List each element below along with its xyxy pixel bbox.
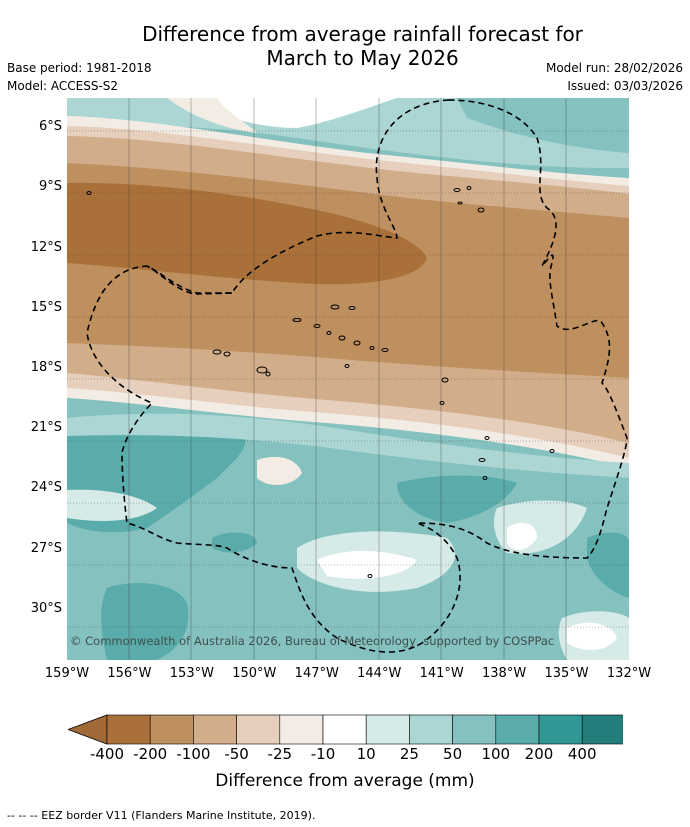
colorbar-extend-low bbox=[68, 714, 108, 745]
lon-tick-label: 153°W bbox=[169, 666, 214, 681]
south-wet-200e bbox=[212, 532, 257, 553]
colorbar-tick-label: 10 bbox=[356, 745, 376, 763]
dry-band-400 bbox=[67, 182, 427, 285]
lon-tick-label: 147°W bbox=[294, 666, 339, 681]
issued-date: Issued: 03/03/2026 bbox=[567, 79, 683, 93]
south-wet-200c bbox=[101, 583, 189, 660]
map-copyright: © Commonwealth of Australia 2026, Bureau… bbox=[70, 634, 554, 648]
model-run: Model run: 28/02/2026 bbox=[545, 61, 683, 75]
south-wet-25c bbox=[67, 489, 157, 521]
eez-footnote: -- -- -- EEZ border V11 (Flanders Marine… bbox=[7, 809, 316, 822]
lon-tick-label: 156°W bbox=[107, 666, 152, 681]
south-neutral-4 bbox=[567, 622, 617, 650]
title-line-1: Difference from average rainfall forecas… bbox=[142, 22, 583, 46]
lon-tick-label: 159°W bbox=[44, 666, 90, 681]
colorbar-tick-label: -50 bbox=[224, 745, 249, 763]
meridians bbox=[128, 98, 567, 660]
lat-tick-label: 18°S bbox=[30, 359, 62, 375]
lon-tick-label: 132°W bbox=[606, 666, 652, 681]
south-neutral-3 bbox=[257, 456, 302, 485]
colorbar-tick-label: 25 bbox=[399, 745, 419, 763]
lon-tick-label: 150°W bbox=[232, 666, 277, 681]
base-period: Base period: 1981-2018 bbox=[7, 61, 152, 75]
colorbar-segment bbox=[538, 714, 583, 745]
colorbar-segment bbox=[365, 714, 410, 745]
islands bbox=[86, 186, 555, 578]
lat-tick-label: 12°S bbox=[30, 239, 62, 255]
title-line-2: March to May 2026 bbox=[266, 46, 459, 70]
north-light bbox=[167, 98, 257, 133]
rainfall-map: © Commonwealth of Australia 2026, Bureau… bbox=[67, 98, 629, 660]
meta-left: Base period: 1981-2018 Model: ACCESS-S2 bbox=[7, 59, 152, 95]
lat-tick-label: 21°S bbox=[30, 420, 62, 436]
colorbar-segment bbox=[149, 714, 194, 745]
eez-border-cook-islands bbox=[146, 265, 233, 295]
north-wet-core bbox=[457, 98, 629, 153]
colorbar-tick-label: 400 bbox=[567, 745, 597, 763]
lat-tick-label: 27°S bbox=[30, 540, 62, 556]
lon-tick-label: 138°W bbox=[482, 666, 527, 681]
south-neutral-2 bbox=[507, 522, 537, 550]
colorbar-segment bbox=[409, 714, 453, 745]
lon-tick-label: 135°W bbox=[544, 666, 589, 681]
graticule bbox=[67, 130, 629, 628]
north-wet-strip bbox=[67, 413, 629, 478]
model-name: Model: ACCESS-S2 bbox=[7, 79, 119, 93]
north-neutral bbox=[187, 98, 397, 128]
colorbar-tick-label: -100 bbox=[176, 745, 211, 763]
lat-tick-label: 24°S bbox=[30, 480, 62, 496]
colorbar-tick-label: 100 bbox=[481, 745, 511, 763]
eez-border-french-polynesia bbox=[86, 99, 628, 653]
map-title: Difference from average rainfall forecas… bbox=[0, 22, 690, 70]
colorbar-segment bbox=[193, 714, 237, 745]
lon-tick-label: 144°W bbox=[357, 666, 402, 681]
colorbar-tick-label: -400 bbox=[89, 745, 125, 763]
colorbar-tick-label: -200 bbox=[133, 745, 168, 763]
colorbar-tick-label: 200 bbox=[524, 745, 554, 763]
colorbar-segment bbox=[236, 714, 281, 745]
colorbar-title: Difference from average (mm) bbox=[215, 771, 475, 791]
colorbar bbox=[68, 714, 623, 745]
lat-tick-label: 30°S bbox=[30, 600, 62, 616]
colorbar-tick-label: -10 bbox=[310, 745, 336, 763]
lat-tick-label: 6°S bbox=[38, 119, 62, 135]
lat-tick-label: 9°S bbox=[38, 179, 62, 195]
colorbar-segment bbox=[279, 714, 324, 745]
south-wet-200b bbox=[397, 475, 517, 523]
colorbar-segment bbox=[495, 714, 540, 745]
colorbar-tick-label: -25 bbox=[267, 745, 293, 763]
colorbar-tick-label: 50 bbox=[443, 745, 463, 763]
lon-tick-label: 141°W bbox=[419, 666, 464, 681]
meta-right: Model run: 28/02/2026 Issued: 03/03/2026 bbox=[546, 59, 683, 95]
lat-tick-label: 15°S bbox=[30, 299, 62, 315]
colorbar-segment bbox=[106, 714, 151, 745]
colorbar-segment bbox=[452, 714, 497, 745]
colorbar-segment bbox=[581, 714, 623, 745]
colorbar-segment bbox=[322, 714, 367, 745]
